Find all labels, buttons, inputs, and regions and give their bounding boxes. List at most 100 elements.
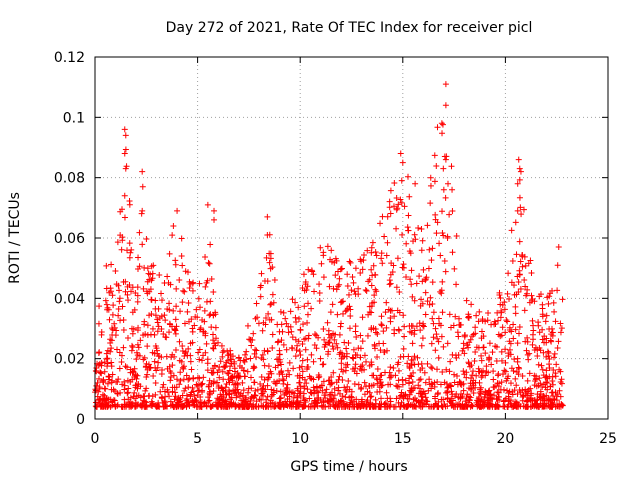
data-point	[442, 102, 449, 109]
data-point	[286, 359, 293, 366]
data-point	[386, 369, 393, 376]
data-point	[439, 278, 446, 285]
data-point	[101, 359, 108, 366]
data-point	[462, 398, 469, 405]
data-point	[264, 375, 271, 382]
data-point	[535, 403, 542, 410]
data-point	[357, 345, 364, 352]
data-point	[483, 363, 490, 370]
data-point	[527, 385, 534, 392]
data-point	[334, 311, 341, 318]
data-point	[451, 379, 458, 386]
data-point	[490, 376, 497, 383]
data-point	[257, 380, 264, 387]
data-point	[134, 402, 141, 409]
data-point	[305, 332, 312, 339]
data-point	[437, 381, 444, 388]
data-point	[183, 372, 190, 379]
data-point	[189, 339, 196, 346]
data-point	[338, 360, 345, 367]
data-point	[330, 285, 337, 292]
data-point	[544, 375, 551, 382]
data-point	[461, 371, 468, 378]
data-point	[363, 287, 370, 294]
data-point	[381, 400, 388, 407]
data-point	[346, 258, 353, 265]
data-point	[156, 314, 163, 321]
data-point	[301, 383, 308, 390]
data-point	[342, 361, 349, 368]
data-point	[347, 306, 354, 313]
data-point	[275, 338, 282, 345]
data-point	[122, 288, 129, 295]
data-point	[408, 322, 415, 329]
data-point	[108, 363, 115, 370]
data-point	[477, 386, 484, 393]
data-point	[326, 339, 333, 346]
data-point	[315, 395, 322, 402]
data-point	[543, 312, 550, 319]
y-tick-label: 0.02	[54, 352, 85, 368]
data-point	[401, 333, 408, 340]
data-point	[276, 347, 283, 354]
data-point	[131, 306, 138, 313]
data-point	[269, 344, 276, 351]
data-point	[158, 326, 165, 333]
data-point	[379, 260, 386, 267]
data-point	[118, 359, 125, 366]
data-point	[207, 388, 214, 395]
data-point	[172, 257, 179, 264]
data-point	[195, 349, 202, 356]
data-point	[413, 280, 420, 287]
data-point	[275, 356, 282, 363]
data-point	[398, 177, 405, 184]
data-point	[522, 283, 529, 290]
data-point	[362, 287, 369, 294]
data-point	[440, 343, 447, 350]
data-point	[261, 277, 268, 284]
data-point	[98, 331, 105, 338]
data-point	[108, 261, 115, 268]
data-point	[387, 364, 394, 371]
data-point	[366, 382, 373, 389]
data-point	[541, 403, 548, 410]
data-point	[315, 389, 322, 396]
data-point	[191, 392, 198, 399]
data-point	[174, 376, 181, 383]
data-point	[208, 276, 215, 283]
data-point	[475, 365, 482, 372]
data-point	[105, 396, 112, 403]
data-point	[536, 375, 543, 382]
data-point	[427, 174, 434, 181]
data-point	[418, 247, 425, 254]
data-point	[399, 159, 406, 166]
data-point	[148, 277, 155, 284]
data-point	[547, 402, 554, 409]
data-point	[179, 262, 186, 269]
data-point	[444, 403, 451, 410]
data-point	[447, 358, 454, 365]
data-point	[106, 289, 113, 296]
data-point	[193, 306, 200, 313]
data-point	[308, 389, 315, 396]
data-point	[190, 398, 197, 405]
data-point	[539, 313, 546, 320]
data-point	[216, 364, 223, 371]
data-point	[331, 385, 338, 392]
data-point	[472, 324, 479, 331]
data-point	[112, 403, 119, 410]
data-point	[300, 321, 307, 328]
data-point	[295, 304, 302, 311]
data-point	[404, 360, 411, 367]
data-point	[418, 360, 425, 367]
data-point	[110, 397, 117, 404]
data-point	[557, 320, 564, 327]
data-point	[146, 288, 153, 295]
data-point	[121, 150, 128, 157]
data-point	[349, 274, 356, 281]
data-point	[211, 207, 218, 214]
data-point	[473, 399, 480, 406]
data-point	[431, 152, 438, 159]
data-point	[551, 350, 558, 357]
data-point	[320, 378, 327, 385]
